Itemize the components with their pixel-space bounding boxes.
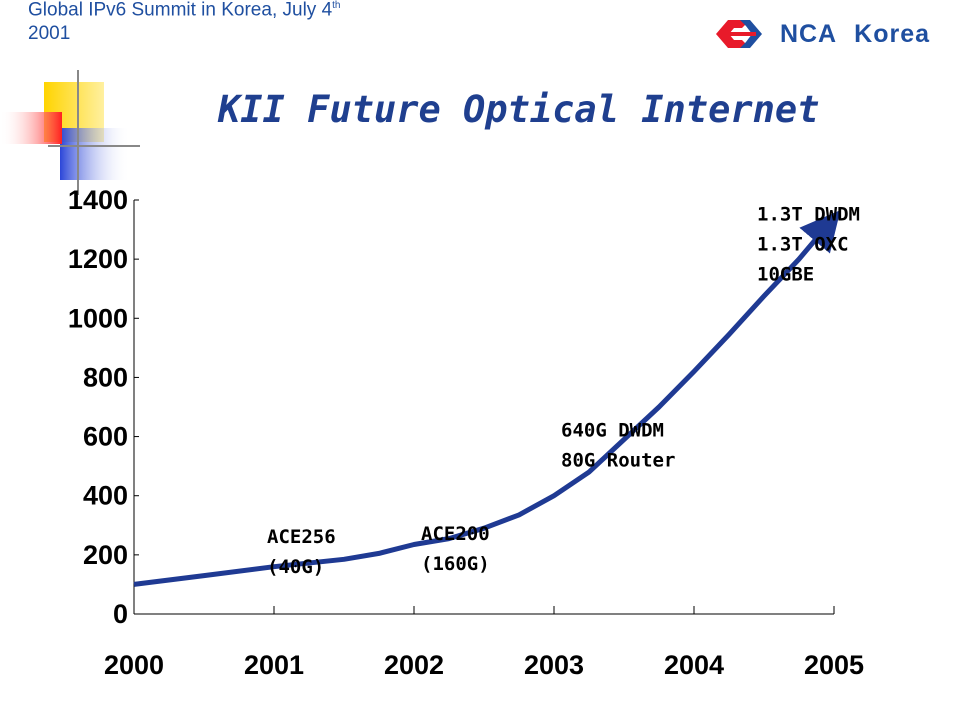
y-tick-label: 400: [83, 481, 128, 511]
y-tick-label: 200: [83, 540, 128, 570]
event-line1-sup: th: [332, 0, 341, 11]
y-tick-label: 600: [83, 422, 128, 452]
annotation-line: 1.3T DWDM: [757, 204, 860, 226]
x-tick-label: 2000: [104, 650, 164, 680]
x-tick-label: 2004: [664, 650, 724, 680]
annotation-line: 80G Router: [561, 450, 675, 472]
annotation-line: 10GBE: [757, 264, 814, 286]
x-tick-label: 2003: [524, 650, 584, 680]
chart-title: KII Future Optical Internet: [218, 88, 820, 131]
y-tick-label: 1400: [68, 185, 128, 215]
y-tick-label: 1000: [68, 303, 128, 333]
annotation-line: ACE200: [421, 523, 490, 545]
annotation-line: 640G DWDM: [561, 420, 664, 442]
y-tick-label: 1200: [68, 244, 128, 274]
annotation: ACE200 (160G): [421, 523, 490, 575]
annotation-line: ACE256: [267, 526, 336, 548]
event-line2: 2001: [28, 23, 71, 45]
annotation-line: (40G): [267, 556, 324, 578]
x-tick-label: 2001: [244, 650, 304, 680]
x-tick-label: 2005: [804, 650, 864, 680]
event-line1: Global IPv6 Summit in Korea, July 4: [28, 0, 333, 21]
y-tick-label: 800: [83, 362, 128, 392]
annotation: ACE256 (40G): [267, 526, 336, 578]
annotation: 1.3T DWDM 1.3T OXC 10GBE: [757, 204, 860, 286]
annotation: 640G DWDM 80G Router: [561, 420, 675, 472]
nca-logo-icon: [715, 20, 762, 48]
annotation-line: (160G): [421, 553, 490, 575]
y-tick-label: 0: [113, 599, 128, 629]
brand: NCA Korea: [712, 16, 930, 52]
brand-name: NCA Korea: [779, 19, 930, 48]
growth-series-line: [133, 210, 841, 587]
event-caption: Global IPv6 Summit in Korea, July 4th 20…: [28, 0, 340, 46]
annotation-line: 1.3T OXC: [757, 234, 849, 256]
corner-decoration: [0, 70, 140, 195]
x-tick-label: 2002: [384, 650, 444, 680]
